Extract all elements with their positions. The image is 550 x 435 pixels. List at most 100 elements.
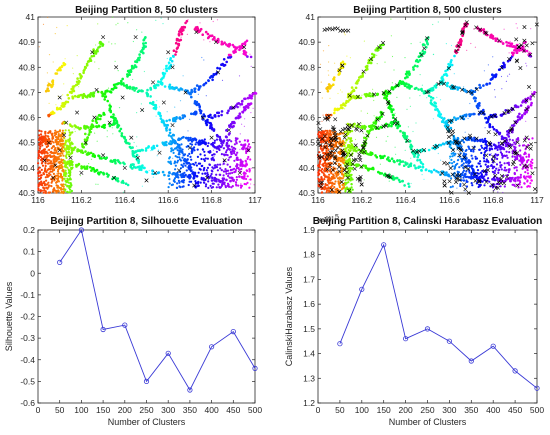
data-point <box>395 176 398 180</box>
data-point <box>506 141 510 145</box>
data-point <box>171 87 174 90</box>
data-point <box>235 163 239 166</box>
data-point <box>95 125 99 129</box>
data-point <box>84 132 87 136</box>
data-point <box>519 149 522 152</box>
data-point <box>516 115 520 118</box>
data-point <box>508 73 511 75</box>
data-point <box>47 113 50 117</box>
data-point <box>205 183 208 186</box>
data-point <box>69 182 72 185</box>
data-point <box>172 172 175 175</box>
data-point <box>94 132 96 134</box>
data-point <box>89 125 93 128</box>
data-point <box>85 167 89 170</box>
data-point <box>68 137 71 140</box>
data-point <box>118 107 121 109</box>
data-point <box>38 149 41 152</box>
data-point <box>234 181 238 184</box>
data-point <box>120 79 123 83</box>
data-point <box>72 148 75 151</box>
data-point <box>494 89 496 91</box>
data-point <box>376 92 380 96</box>
data-point <box>412 130 414 133</box>
chart-title: Beijing Partition 8, 500 clusters <box>353 5 502 16</box>
data-point <box>73 94 77 98</box>
data-point <box>115 121 117 123</box>
centroid-marker <box>187 145 192 150</box>
data-point <box>441 78 445 81</box>
data-point <box>133 141 135 144</box>
data-point <box>47 82 51 86</box>
data-point <box>73 124 77 127</box>
data-point <box>107 87 110 89</box>
x-tick-label: 116.8 <box>201 195 222 205</box>
data-point <box>142 44 146 47</box>
data-point <box>513 171 516 175</box>
data-point <box>317 178 320 181</box>
data-point <box>421 174 423 176</box>
data-point <box>37 162 40 165</box>
data-point <box>518 144 521 147</box>
data-point <box>343 174 346 177</box>
data-point <box>194 143 197 146</box>
data-point <box>132 66 135 70</box>
data-point <box>453 54 456 58</box>
data-point <box>404 57 406 59</box>
data-point <box>216 66 219 70</box>
data-point <box>187 130 189 132</box>
data-point <box>493 189 495 192</box>
data-point <box>67 168 70 171</box>
data-point <box>146 88 149 92</box>
data-point <box>161 170 165 174</box>
data-point <box>193 87 196 91</box>
data-point <box>54 33 56 35</box>
data-point <box>345 99 349 103</box>
data-point <box>66 179 69 182</box>
data-point <box>70 91 73 95</box>
data-point <box>74 149 76 151</box>
data-point <box>177 179 180 182</box>
centroid-marker <box>51 175 56 180</box>
data-point <box>186 154 189 157</box>
data-point <box>231 146 233 148</box>
data-point <box>215 138 219 141</box>
data-point <box>246 55 249 58</box>
data-point <box>424 168 428 171</box>
data-point <box>160 81 163 85</box>
x-tick-label: 450 <box>226 405 240 415</box>
data-point <box>38 146 40 148</box>
centroid-marker <box>153 170 158 175</box>
data-point <box>340 166 343 169</box>
data-point <box>416 60 420 64</box>
centroid-marker <box>493 132 498 137</box>
data-point <box>136 165 140 169</box>
data-point <box>321 120 323 122</box>
data-point <box>112 16 114 18</box>
data-point <box>341 184 344 187</box>
data-point <box>99 114 103 118</box>
data-point <box>487 161 490 164</box>
data-point <box>334 167 337 170</box>
data-point <box>526 65 528 67</box>
data-point <box>218 186 221 189</box>
data-point <box>176 182 179 185</box>
data-point <box>241 123 243 125</box>
data-point <box>155 115 157 117</box>
data-point <box>335 175 338 178</box>
data-point <box>215 178 218 181</box>
data-point <box>44 134 47 137</box>
data-point <box>449 158 451 160</box>
data-point <box>373 99 375 102</box>
data-point <box>238 48 241 52</box>
data-point <box>48 138 51 141</box>
data-point <box>232 124 235 128</box>
data-point <box>138 53 141 56</box>
data-point <box>48 148 51 151</box>
centroid-marker <box>90 50 95 55</box>
data-point <box>169 57 172 60</box>
data-point <box>250 112 252 114</box>
y-tick-label: 40.6 <box>18 113 35 123</box>
data-point <box>155 19 157 21</box>
data-point <box>181 114 185 117</box>
